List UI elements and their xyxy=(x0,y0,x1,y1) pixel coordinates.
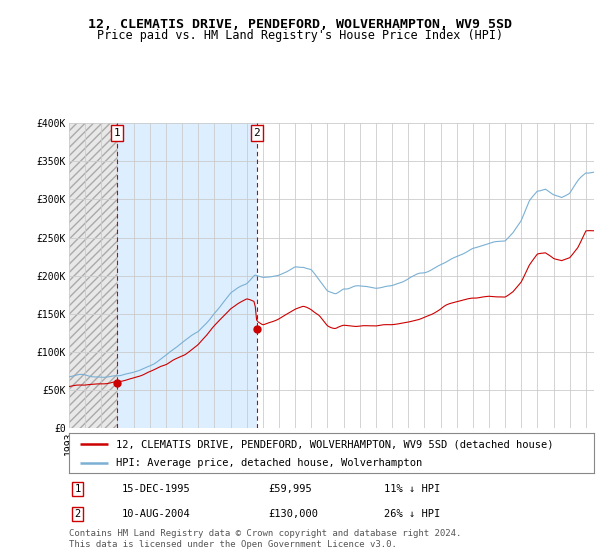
Bar xyxy=(69,123,116,428)
Text: 1: 1 xyxy=(113,128,120,138)
Text: 11% ↓ HPI: 11% ↓ HPI xyxy=(384,484,440,493)
Text: 12, CLEMATIS DRIVE, PENDEFORD, WOLVERHAMPTON, WV9 5SD (detached house): 12, CLEMATIS DRIVE, PENDEFORD, WOLVERHAM… xyxy=(116,439,554,449)
Text: 2: 2 xyxy=(253,128,260,138)
Text: 12, CLEMATIS DRIVE, PENDEFORD, WOLVERHAMPTON, WV9 5SD: 12, CLEMATIS DRIVE, PENDEFORD, WOLVERHAM… xyxy=(88,18,512,31)
Text: 10-AUG-2004: 10-AUG-2004 xyxy=(121,509,190,519)
Text: 26% ↓ HPI: 26% ↓ HPI xyxy=(384,509,440,519)
Text: Price paid vs. HM Land Registry's House Price Index (HPI): Price paid vs. HM Land Registry's House … xyxy=(97,29,503,42)
Text: £130,000: £130,000 xyxy=(269,509,319,519)
Bar xyxy=(116,123,257,428)
Text: HPI: Average price, detached house, Wolverhampton: HPI: Average price, detached house, Wolv… xyxy=(116,458,422,468)
Text: 1: 1 xyxy=(74,484,80,493)
Text: 2: 2 xyxy=(74,509,80,519)
Text: Contains HM Land Registry data © Crown copyright and database right 2024.
This d: Contains HM Land Registry data © Crown c… xyxy=(69,529,461,549)
Text: £59,995: £59,995 xyxy=(269,484,312,493)
Text: 15-DEC-1995: 15-DEC-1995 xyxy=(121,484,190,493)
